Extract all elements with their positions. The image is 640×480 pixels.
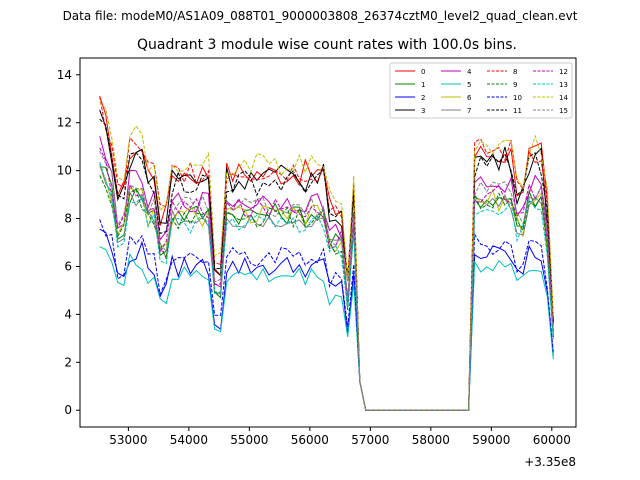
y-tick-label: 0	[64, 403, 72, 417]
legend-label-4: 4	[467, 68, 472, 76]
y-axis: 0 2 4 6 8 10 12 14	[57, 68, 80, 417]
y-tick-label: 2	[64, 355, 72, 369]
legend-label-11: 11	[513, 107, 522, 115]
legend-label-2: 2	[421, 94, 425, 102]
legend-label-3: 3	[421, 107, 425, 115]
legend-label-8: 8	[513, 68, 517, 76]
legend-label-7: 7	[467, 107, 471, 115]
series-line-6	[99, 165, 554, 411]
legend-label-5: 5	[467, 81, 471, 89]
series-line-4	[99, 136, 554, 411]
legend-label-12: 12	[559, 68, 568, 76]
x-tick-label: 53000	[109, 433, 147, 447]
x-tick-label: 56000	[291, 433, 329, 447]
legend-label-10: 10	[513, 94, 522, 102]
series-line-12	[99, 147, 554, 411]
x-tick-label: 60000	[533, 433, 571, 447]
y-tick-label: 4	[64, 307, 72, 321]
series-line-2	[99, 228, 554, 411]
x-tick-label: 54000	[170, 433, 208, 447]
x-tick-label: 55000	[230, 433, 268, 447]
y-tick-label: 14	[57, 68, 72, 82]
legend-box	[389, 62, 573, 119]
x-offset-label: +3.35e8	[524, 455, 576, 469]
series-line-11	[99, 118, 554, 411]
y-tick-label: 10	[57, 164, 72, 178]
series-line-9	[99, 175, 554, 411]
plot-frame	[79, 57, 577, 428]
x-tick-label: 57000	[351, 433, 389, 447]
y-tick-label: 8	[64, 212, 72, 226]
data-file-label: Data file: modeM0/AS1A09_088T01_90000038…	[63, 9, 578, 23]
y-tick-label: 12	[57, 116, 72, 130]
series-line-7	[99, 163, 554, 411]
chart-title: Quadrant 3 module wise count rates with …	[137, 37, 517, 53]
series-line-0	[99, 96, 554, 411]
legend-label-13: 13	[559, 81, 568, 89]
y-tick-label: 6	[64, 259, 72, 273]
series-line-14	[99, 102, 554, 411]
series-line-10	[99, 219, 554, 411]
series-line-13	[99, 162, 554, 411]
legend-label-9: 9	[513, 81, 517, 89]
legend-label-1: 1	[421, 81, 425, 89]
x-tick-label: 58000	[412, 433, 450, 447]
series-line-15	[99, 150, 554, 411]
legend-label-14: 14	[559, 94, 568, 102]
x-tick-label: 59000	[472, 433, 510, 447]
legend-label-0: 0	[421, 68, 425, 76]
series-line-5	[99, 246, 554, 411]
legend-label-15: 15	[559, 107, 568, 115]
x-axis: 53000 54000 55000 56000 57000 58000 59000 60000	[109, 427, 571, 447]
legend-label-6: 6	[467, 94, 472, 102]
plot-lines	[99, 96, 554, 411]
